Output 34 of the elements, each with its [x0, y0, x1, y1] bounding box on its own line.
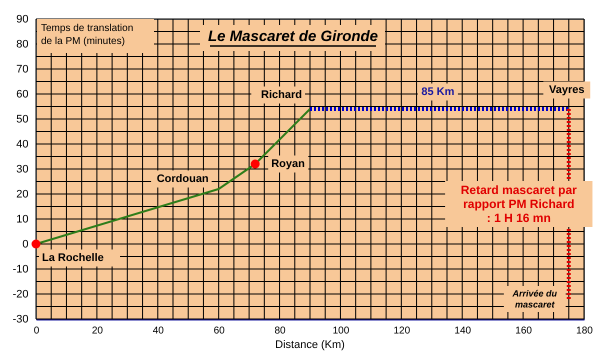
y-tick-label: 70 [16, 64, 28, 76]
x-tick-label: 160 [515, 326, 532, 336]
y-tick-label: -30 [12, 314, 28, 326]
x-tick-label: 0 [34, 326, 40, 336]
y-tick-label: -10 [12, 264, 28, 276]
annotation: Richard [261, 89, 302, 101]
x-tick-label: 100 [332, 326, 350, 336]
annotation: Royan [271, 158, 306, 170]
x-tick-label: 40 [152, 326, 164, 336]
x-tick-label: 140 [454, 326, 472, 336]
y-tick-label: 80 [16, 38, 28, 50]
annotation: Arrivée du mascaret [512, 288, 558, 310]
x-tick-label: 60 [214, 326, 226, 336]
x-tick-label: 20 [92, 326, 104, 336]
x-axis-title: Distance (Km) [275, 339, 345, 351]
y-tick-label: 0 [22, 238, 28, 250]
text: Le Mascaret de Gironde [208, 28, 378, 45]
y-tick-label: 10 [16, 214, 28, 226]
annotation: Retard mascaret par rapport PM Richard : 1 H 16 mn [460, 183, 578, 225]
annotation: Cordouan [156, 173, 209, 185]
y-tick-label: 60 [16, 88, 28, 100]
x-tick-label: 120 [393, 326, 411, 336]
y-tick-label: 40 [16, 138, 28, 150]
y-tick-label: 20 [16, 188, 28, 200]
y-tick-label: -20 [12, 288, 28, 300]
annotation: La Rochelle [42, 252, 104, 264]
annotation: 85 Km [421, 86, 455, 98]
x-tick-label: 180 [576, 326, 594, 336]
y-tick-label: 50 [16, 114, 28, 126]
y-axis-title: Temps de translation de la PM (minutes) [41, 23, 134, 47]
x-tick-label: 80 [274, 326, 286, 336]
annotation: Vayres [549, 84, 585, 96]
y-tick-label: 30 [16, 164, 28, 176]
y-tick-label: 90 [16, 14, 28, 26]
